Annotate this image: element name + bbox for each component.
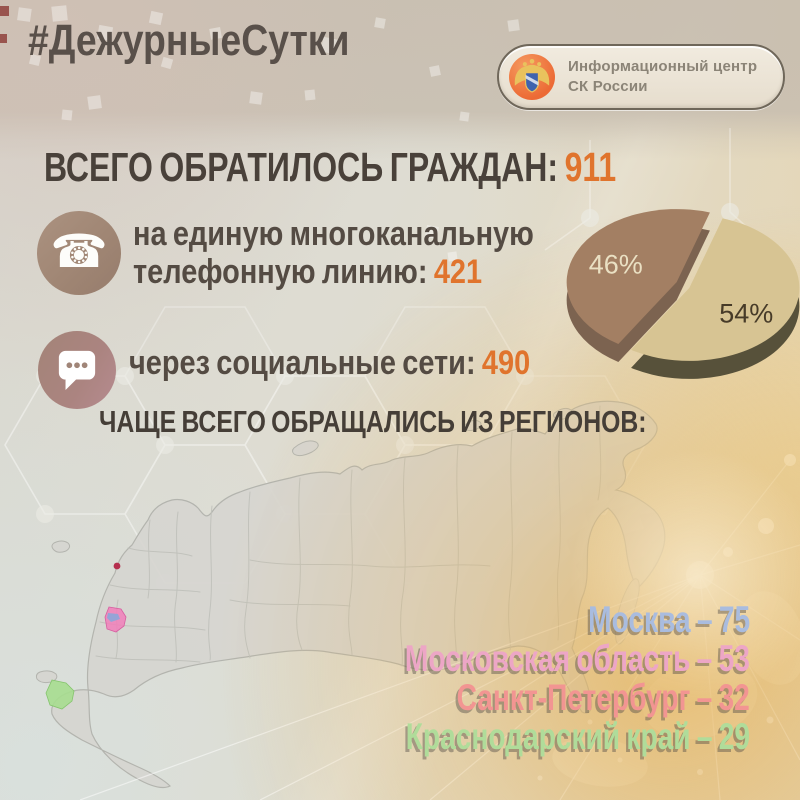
info-center-badge: Информационный центр СК России [497, 44, 786, 110]
region-list: Москва – 75 Московская область – 53 Санк… [296, 600, 750, 756]
region-list-item: Краснодарский край – 29 [405, 716, 750, 757]
regions-heading: ЧАЩЕ ВСЕГО ОБРАЩАЛИСЬ ИЗ РЕГИОНОВ: [99, 404, 647, 439]
social-channel-row: через социальные сети: 490 [129, 344, 601, 382]
social-label: через социальные сети: [129, 344, 476, 382]
region-highlight-moscow-oblast [104, 606, 127, 633]
chat-icon [38, 331, 116, 409]
phone-channel-row: на единую многоканальную телефонную лини… [133, 215, 605, 291]
region-marker-spb [113, 562, 121, 570]
region-list-item: Санкт-Петербург – 32 [456, 677, 750, 718]
badge-line1: Информационный центр [568, 57, 758, 75]
phone-label-line2: телефонную линию: [133, 253, 428, 291]
phone-icon: ☎ [37, 211, 121, 295]
pie-label-46%: 46% [589, 250, 643, 280]
badge-text: Информационный центр СК России [568, 57, 757, 98]
hashtag-text: #ДежурныеСутки [28, 16, 350, 65]
total-value: 911 [564, 144, 617, 190]
hashtag-title: #ДежурныеСутки [28, 16, 406, 66]
badge-line2: СК России [568, 78, 648, 95]
sk-russia-emblem-icon [509, 54, 555, 100]
phone-label-line1: на единую многоканальную [133, 215, 534, 253]
phone-value: 421 [433, 253, 483, 291]
pie-label-54%: 54% [719, 299, 773, 329]
total-label: ВСЕГО ОБРАТИЛОСЬ ГРАЖДАН: [44, 144, 559, 190]
region-list-item: Москва – 75 [587, 599, 750, 640]
region-list-item: Московская область – 53 [405, 638, 750, 679]
total-citizens-heading: ВСЕГО ОБРАТИЛОСЬ ГРАЖДАН: 911 [44, 144, 778, 191]
region-highlight-krasnodar [45, 679, 75, 710]
pie-chart: 54% 46% [566, 209, 800, 379]
social-value: 490 [481, 344, 531, 382]
region-highlight-moscow-city [107, 613, 120, 622]
